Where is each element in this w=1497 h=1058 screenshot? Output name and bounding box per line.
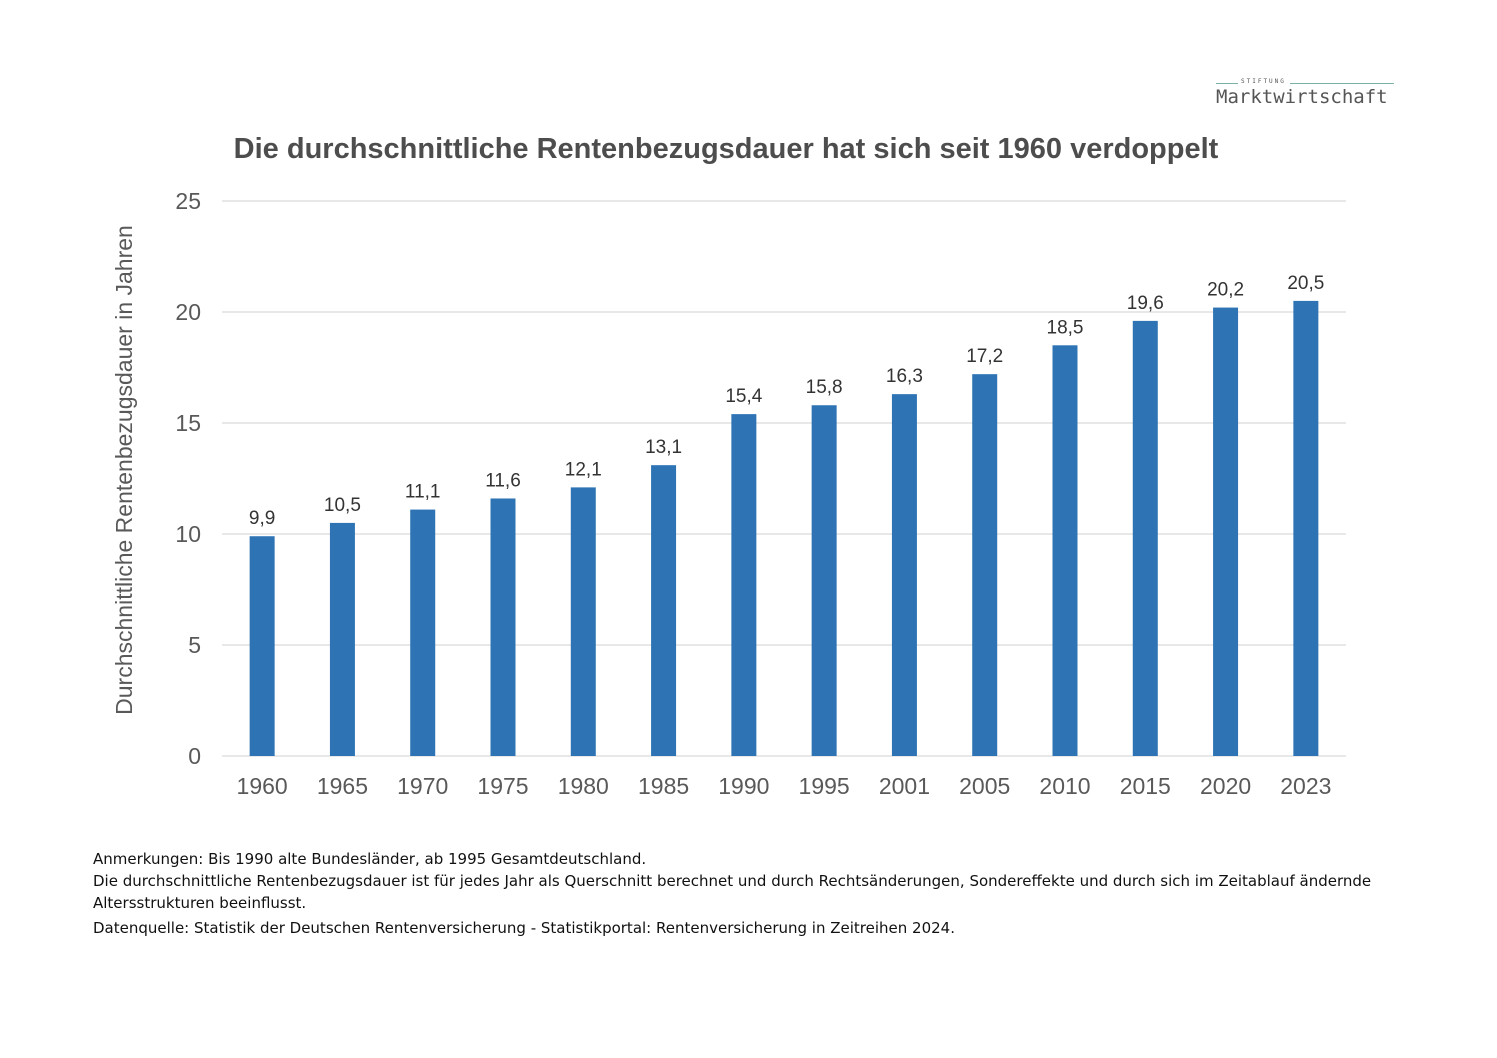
data-label-2020: 20,2	[1207, 280, 1244, 301]
data-label-1980: 12,1	[565, 459, 602, 480]
x-tick-label-1970: 1970	[397, 773, 448, 799]
x-tick-label-2023: 2023	[1280, 773, 1331, 799]
y-tick-label: 15	[175, 410, 201, 436]
data-label-2010: 18,5	[1047, 317, 1084, 338]
x-tick-label-2010: 2010	[1039, 773, 1090, 799]
note-source: Datenquelle: Statistik der Deutschen Ren…	[93, 919, 955, 937]
x-tick-label-1985: 1985	[638, 773, 689, 799]
bar-1985	[651, 465, 677, 756]
data-label-2001: 16,3	[886, 366, 923, 387]
y-tick-label: 25	[175, 188, 201, 214]
note-remarks: Anmerkungen: Bis 1990 alte Bundesländer,…	[93, 850, 647, 868]
bar-1980	[570, 487, 596, 756]
x-tick-label-1980: 1980	[558, 773, 609, 799]
x-tick-label-1975: 1975	[477, 773, 528, 799]
logo: STIFTUNG Marktwirtschaft	[1214, 76, 1396, 112]
y-tick-label: 20	[175, 299, 201, 325]
x-tick-label-1995: 1995	[799, 773, 850, 799]
bar-1990	[731, 414, 757, 756]
y-axis-label: Durchschnittliche Rentenbezugsdauer in J…	[111, 225, 137, 715]
bar-chart: 0 5 10 15 20 25 9,9 10,5 11,1 11,6 12,1 13,1 15,4 15…	[111, 188, 1346, 799]
x-tick-label-2001: 2001	[879, 773, 930, 799]
data-label-1975: 11,6	[485, 470, 521, 491]
x-tick-label-1960: 1960	[237, 773, 288, 799]
footnotes: Anmerkungen: Bis 1990 alte Bundesländer,…	[93, 848, 1393, 939]
bar-2010	[1052, 345, 1078, 756]
bars	[249, 300, 1319, 756]
gridlines	[222, 200, 1346, 757]
bar-1970	[410, 509, 436, 756]
x-tick-label-1965: 1965	[317, 773, 368, 799]
data-label-2015: 19,6	[1127, 293, 1164, 314]
data-label-1970: 11,1	[405, 482, 441, 503]
logo-top-word: STIFTUNG	[1241, 78, 1286, 85]
data-label-1990: 15,4	[725, 386, 762, 407]
y-tick-label: 5	[188, 632, 201, 658]
data-label-1960: 9,9	[249, 508, 275, 529]
x-tick-label-2020: 2020	[1200, 773, 1251, 799]
y-tick-label: 10	[175, 521, 201, 547]
x-tick-label-1990: 1990	[718, 773, 769, 799]
chart-title: Die durchschnittliche Rentenbezugsdauer …	[233, 133, 1219, 165]
x-tick-label-2015: 2015	[1120, 773, 1171, 799]
data-label-2023: 20,5	[1287, 273, 1324, 294]
logo-rule-right	[1290, 83, 1394, 84]
data-label-1985: 13,1	[645, 437, 682, 458]
bar-2020	[1213, 307, 1239, 756]
x-tick-labels: 1960 1965 1970 1975 1980 1985 1990 1995 2001 2005…	[237, 773, 1332, 799]
data-label-1995: 15,8	[806, 377, 843, 398]
bar-2001	[891, 394, 917, 756]
y-tick-label: 0	[188, 743, 201, 769]
bar-1960	[249, 536, 275, 756]
data-label-1965: 10,5	[324, 495, 361, 516]
bar-2023	[1293, 300, 1319, 756]
data-label-2005: 17,2	[966, 346, 1003, 367]
data-labels: 9,9 10,5 11,1 11,6 12,1 13,1 15,4 15,8 16,3 17,2 1…	[249, 273, 1324, 529]
bar-1975	[490, 498, 516, 756]
x-tick-label-2005: 2005	[959, 773, 1010, 799]
bar-2005	[972, 374, 998, 756]
logo-brand: Marktwirtschaft	[1216, 86, 1388, 108]
logo-rule-left	[1216, 83, 1238, 84]
note-method: Die durchschnittliche Rentenbezugsdauer …	[93, 872, 1372, 912]
y-tick-labels: 0 5 10 15 20 25	[175, 188, 201, 769]
bar-1995	[811, 405, 837, 756]
bar-1965	[329, 522, 355, 756]
bar-2015	[1132, 320, 1158, 756]
